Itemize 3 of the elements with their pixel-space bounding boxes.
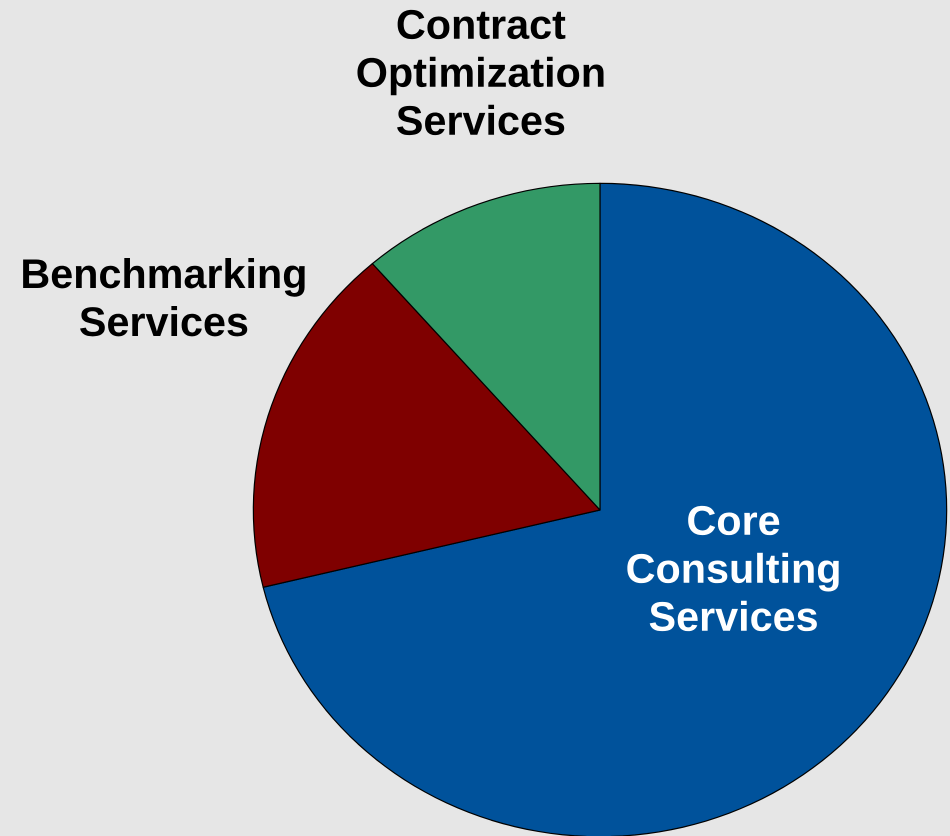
slice-label: Benchmarking Services — [23, 258, 305, 336]
slice-label: Contract Optimization Services — [357, 10, 604, 136]
slice-label: Core Consulting Services — [627, 506, 839, 632]
